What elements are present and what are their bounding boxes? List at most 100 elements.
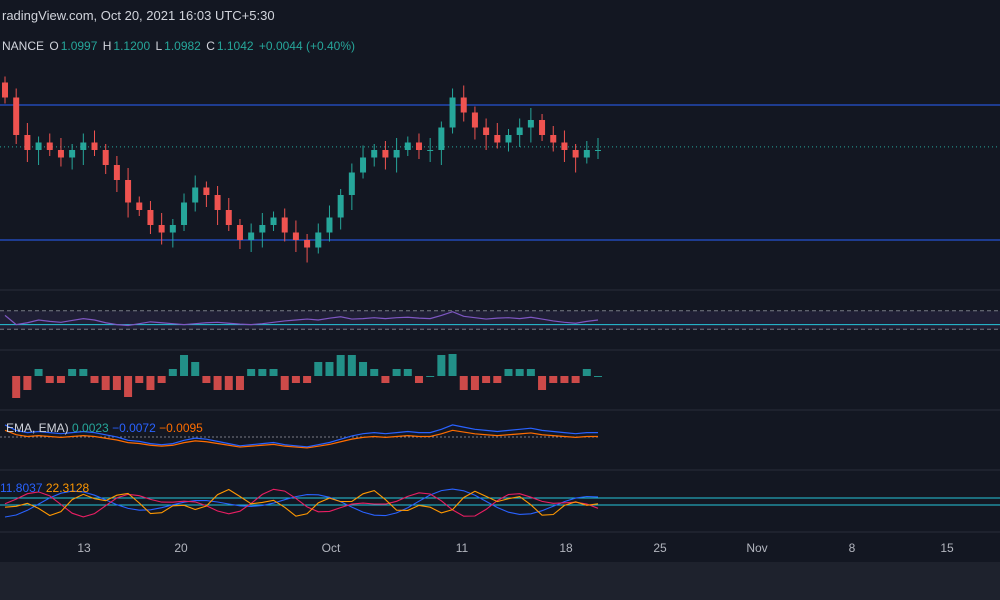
x-tick-label: 25 [653, 541, 667, 555]
histogram-bar [437, 355, 446, 376]
candle-body [125, 180, 132, 203]
candle-body [248, 232, 255, 240]
candle-body [181, 202, 188, 225]
candle-body [236, 225, 243, 240]
histogram-bar [314, 362, 323, 376]
candle-body [595, 150, 601, 151]
histogram-bar [157, 376, 166, 383]
high-label: H [102, 39, 112, 53]
high-value: 1.1200 [113, 39, 151, 53]
histogram-bar [68, 369, 77, 376]
candle-body [483, 127, 490, 135]
macd-histogram-value: 0.0023 [72, 421, 109, 435]
dmi-adx-line [4, 488, 599, 517]
candle-body [371, 150, 378, 158]
macd-line-value: −0.0072 [112, 421, 156, 435]
histogram-bar [459, 376, 468, 390]
candle-body [203, 187, 210, 195]
x-tick-label: 13 [77, 541, 91, 555]
time-axis[interactable]: 13 20 Oct 11 18 25 Nov 8 15 [0, 532, 1000, 562]
footer-bar [0, 562, 1000, 600]
histogram-bar [347, 355, 356, 376]
candle-body [281, 217, 288, 233]
macd-signal-line [4, 429, 598, 449]
close-value: 1.1042 [216, 39, 254, 53]
candle-body [2, 82, 8, 98]
candle-body [550, 135, 557, 143]
candle-body [13, 97, 20, 135]
x-tick-label: Nov [746, 541, 768, 555]
candle-body [69, 150, 76, 158]
watermark-header: radingView.com, Oct 20, 2021 16:03 UTC+5… [0, 0, 1000, 30]
rsi-band [0, 310, 1000, 330]
candle-body [449, 97, 456, 128]
histogram-bar [202, 376, 211, 383]
candle-body [393, 150, 400, 158]
candle-body [561, 142, 568, 150]
histogram-bar [336, 355, 345, 376]
histogram-bar [392, 369, 401, 376]
histogram-bar [482, 376, 491, 383]
dmi-minus-line [4, 488, 599, 518]
histogram-bar [448, 354, 457, 376]
candle-body [438, 127, 445, 150]
candle-body [415, 142, 422, 150]
histogram-bar [112, 376, 121, 390]
histogram-bar [538, 376, 547, 390]
candle-body [270, 217, 277, 225]
candle-body [35, 142, 42, 150]
candle-body [46, 142, 53, 150]
chart-canvas[interactable] [0, 0, 1000, 562]
low-value: 1.0982 [164, 39, 201, 53]
candle-body [572, 150, 579, 158]
histogram-bar [381, 376, 390, 383]
candle-body [24, 135, 31, 150]
candle-body [527, 120, 534, 128]
histogram-bar [56, 376, 65, 383]
symbol-label: NANCE [2, 39, 45, 53]
histogram-bar [571, 376, 580, 383]
dmi-plus-value: 11.8037 [0, 481, 43, 495]
candle-body [516, 127, 523, 135]
candle-body [460, 97, 467, 113]
histogram-bar [247, 369, 256, 376]
candle-body [382, 150, 389, 158]
rsi-line [4, 311, 599, 327]
histogram-bar [325, 362, 334, 376]
histogram-bar [291, 376, 300, 383]
histogram-bar [470, 376, 479, 390]
histogram-bar [79, 369, 88, 376]
dmi-plus-line [4, 488, 599, 518]
open-label: O [49, 39, 59, 53]
candle-body [427, 150, 434, 151]
header-text: radingView.com, Oct 20, 2021 16:03 UTC+5… [2, 8, 275, 23]
candle-body [505, 135, 512, 143]
candle-body [326, 217, 333, 233]
ohlc-legend: NANCE O 1.0997 H 1.1200 L 1.0982 C 1.1042 +0… [2, 39, 357, 53]
candle-body [404, 142, 411, 150]
histogram-bar [560, 376, 569, 383]
histogram-bar [180, 355, 189, 376]
candle-body [214, 195, 221, 210]
x-tick-label: 15 [940, 541, 954, 555]
close-label: C [206, 39, 215, 53]
histogram-bar [34, 369, 43, 376]
histogram-bar [258, 369, 267, 376]
histogram-bar [45, 376, 54, 383]
histogram-bar [168, 369, 177, 376]
open-value: 1.0997 [60, 39, 98, 53]
histogram-bar [224, 376, 233, 390]
histogram-bar [23, 376, 32, 390]
candle-body [102, 150, 109, 165]
candle-body [583, 150, 590, 158]
histogram-bar [90, 376, 99, 383]
histogram-bar [582, 369, 591, 376]
candle-body [147, 210, 154, 225]
macd-legend: EMA, EMA) 0.0023 −0.0072 −0.0095 [6, 421, 203, 435]
histogram-bar [594, 376, 602, 377]
histogram-bar [426, 376, 435, 377]
candle-body [304, 240, 311, 248]
x-tick-label: 18 [559, 541, 573, 555]
histogram-bar [135, 376, 144, 383]
histogram-bar [515, 369, 524, 376]
